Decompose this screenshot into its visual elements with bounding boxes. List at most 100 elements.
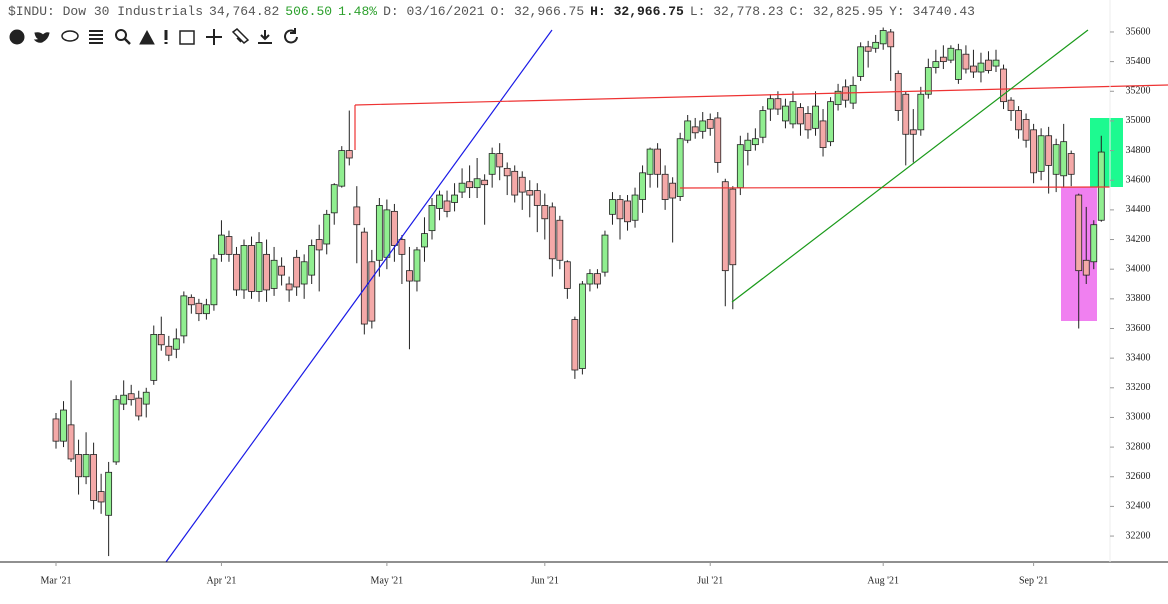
candle-body — [285, 283, 293, 291]
y-tick-label: 35600 — [1126, 26, 1151, 37]
candle-body — [518, 176, 526, 193]
candle-body — [962, 53, 970, 70]
candle-body — [827, 101, 834, 143]
candle-body — [631, 194, 639, 221]
candle-body — [579, 283, 586, 369]
candle-body — [586, 273, 594, 285]
candle-body — [293, 256, 301, 288]
icon-list[interactable] — [89, 30, 103, 44]
y-tick-label: 34200 — [1126, 234, 1151, 245]
candle-body — [172, 338, 180, 350]
icon-dashboard[interactable] — [9, 29, 25, 45]
candle-body — [819, 120, 827, 149]
candle-body — [165, 345, 173, 356]
field-value: 32,778.23 — [713, 4, 784, 19]
candle-body — [338, 150, 346, 187]
candle-body — [812, 105, 819, 129]
candle-body — [97, 491, 105, 503]
x-tick-label: Aug '21 — [867, 575, 899, 586]
candle-body — [932, 61, 940, 68]
candle-body — [556, 219, 564, 261]
trend-line — [731, 29, 1089, 303]
candle-body — [195, 302, 203, 315]
candle-body — [233, 253, 240, 291]
candle-body — [323, 213, 331, 245]
candle-body — [661, 173, 669, 200]
candle-body — [616, 199, 624, 220]
candle-body — [676, 138, 684, 197]
candle-body — [406, 270, 413, 282]
candle-body — [834, 90, 842, 106]
candle-body — [82, 454, 90, 478]
field-label: C: — [789, 4, 806, 19]
candle-body — [541, 205, 549, 220]
candle-body — [699, 120, 707, 132]
candle-body — [736, 144, 744, 189]
candle-body — [90, 454, 97, 501]
candle-body — [789, 101, 797, 125]
y-tick-label: 34400 — [1126, 204, 1151, 215]
candle-body — [774, 98, 782, 110]
candle-body — [127, 393, 135, 401]
candle-body — [721, 181, 729, 272]
highlight-box — [1090, 118, 1123, 187]
candle-body — [691, 126, 699, 134]
candle-body — [909, 129, 917, 135]
icon-calendar[interactable] — [179, 30, 195, 45]
candle-body — [150, 334, 158, 381]
candle-body — [947, 47, 955, 61]
candle-body — [270, 259, 278, 289]
candle-body — [902, 93, 910, 135]
field-value: 34740.43 — [912, 4, 975, 19]
candle-body — [428, 205, 436, 232]
candle-body — [669, 182, 677, 199]
candle-body — [955, 49, 962, 80]
field-label: L: — [689, 4, 706, 19]
icon-move[interactable] — [206, 29, 222, 45]
candle-body — [1000, 68, 1007, 103]
candle-body — [879, 30, 887, 45]
icon-triangle[interactable] — [139, 29, 155, 45]
candle-body — [924, 67, 932, 95]
icon-link[interactable] — [231, 28, 250, 44]
candle-body — [526, 190, 534, 196]
icon-search[interactable] — [115, 29, 131, 45]
candle-body — [383, 209, 391, 258]
y-tick-label: 35200 — [1126, 86, 1151, 97]
field-value: 03/16/2021 — [406, 4, 485, 19]
y-tick-label: 34000 — [1126, 263, 1151, 274]
candle-body — [624, 200, 631, 223]
candle-body — [458, 182, 466, 193]
icon-twitter[interactable] — [33, 32, 50, 43]
candle-body — [52, 418, 60, 442]
y-tick-label: 33800 — [1126, 293, 1151, 304]
candle-body — [1097, 151, 1105, 221]
candle-body — [112, 399, 120, 463]
candle-body — [135, 397, 143, 417]
candle-body — [1090, 224, 1098, 263]
candle-body — [255, 242, 263, 292]
candle-body — [120, 394, 128, 405]
candle-body — [413, 249, 421, 282]
trend-line — [679, 186, 1111, 189]
icon-refresh[interactable] — [284, 28, 298, 44]
candle-body — [714, 117, 722, 163]
candle-body — [330, 184, 338, 214]
candle-body — [278, 265, 286, 276]
icon-comment[interactable] — [61, 30, 79, 42]
candle-body — [970, 65, 977, 73]
candle-body — [985, 59, 992, 71]
candle-body — [436, 194, 443, 209]
change-pct: 1.48% — [338, 4, 378, 19]
y-tick-label: 33200 — [1126, 382, 1151, 393]
candle-body — [1007, 99, 1015, 111]
candle-body — [360, 231, 368, 325]
candle-body — [759, 110, 767, 138]
candle-body — [180, 295, 188, 337]
x-tick-label: Apr '21 — [207, 575, 237, 586]
icon-download[interactable] — [258, 30, 272, 44]
candle-body — [804, 113, 812, 131]
candle-body — [797, 107, 804, 125]
candle-body — [202, 304, 210, 315]
candle-body — [240, 245, 248, 291]
